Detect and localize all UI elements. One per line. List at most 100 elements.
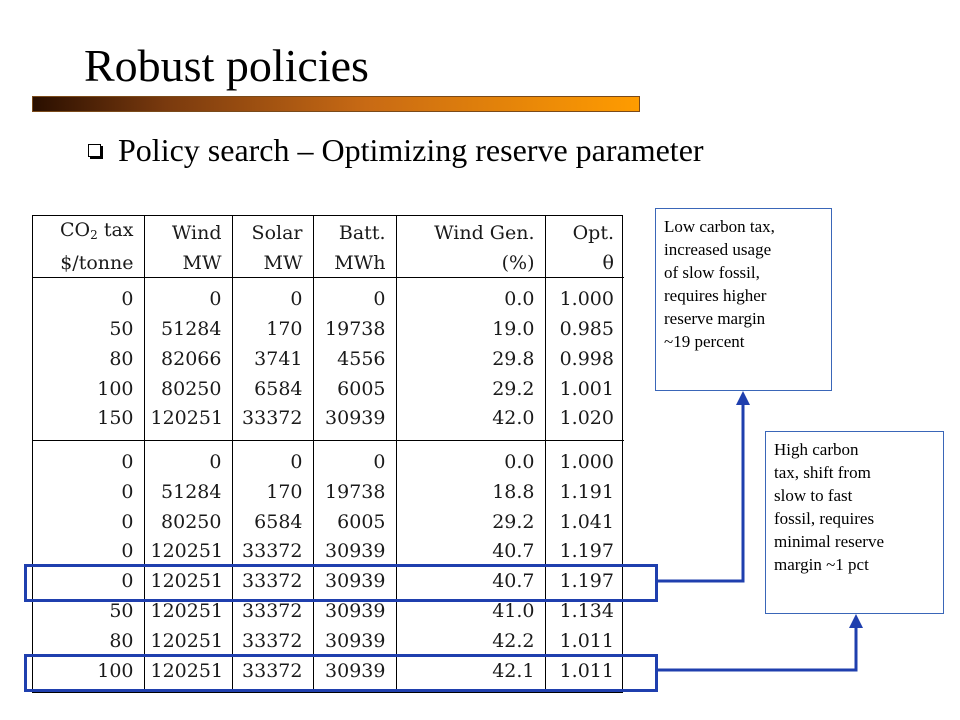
table-cell: 82066	[143, 344, 232, 374]
callout-line: fossil, requires	[774, 509, 875, 528]
header-co2-tax: CO2 tax	[60, 219, 134, 242]
callout-line: tax, shift from	[774, 463, 871, 482]
group-spacer	[33, 440, 624, 448]
callout-line: increased usage	[664, 240, 772, 259]
table-cell: 80	[109, 629, 134, 652]
table-cell: 120251	[143, 536, 232, 567]
table-cell: 30939	[312, 566, 396, 597]
table-cell: 0	[121, 451, 134, 474]
table-cell: 1.011	[544, 625, 624, 656]
table-cell: 51284	[143, 477, 232, 507]
table-cell: 40.7	[395, 566, 545, 597]
header-row-1: CO2 tax Wind Solar Batt. Wind Gen. Opt.	[33, 216, 624, 249]
header-unit-theta: θ	[544, 249, 624, 278]
table-cell: 1.000	[544, 447, 624, 477]
table-row: 50 51284 170 19738 19.0 0.985	[33, 314, 624, 344]
slide-title: Robust policies	[84, 40, 369, 91]
table-cell: 0	[121, 570, 134, 593]
arrow-head-low-icon	[736, 391, 750, 405]
highlight-box-row-tax-0	[24, 564, 658, 602]
table-cell: 1.197	[544, 566, 624, 597]
arrow-head-high-icon	[849, 614, 863, 628]
table-cell: 0.998	[544, 344, 624, 374]
table-cell: 30939	[312, 536, 396, 567]
table-cell: 170	[231, 314, 313, 344]
table-cell: 0.985	[544, 314, 624, 344]
table-cell: 30939	[312, 403, 396, 434]
table-row: 0 120251 33372 30939 40.7 1.197	[33, 566, 624, 597]
header-unit-tonne: $/tonne	[33, 249, 144, 278]
header-opt: Opt.	[544, 216, 624, 249]
table-cell: 1.191	[544, 477, 624, 507]
header-solar: Solar	[231, 216, 313, 249]
table-cell: 19738	[312, 314, 396, 344]
table-cell: 120251	[143, 403, 232, 434]
table-cell: 80250	[143, 506, 232, 537]
table-row: 0 0 0 0 0.0 1.000	[33, 284, 624, 315]
table-cell: 33372	[231, 566, 313, 597]
table-cell: 0	[312, 284, 396, 315]
callout-line: slow to fast	[774, 486, 853, 505]
header-batt: Batt.	[312, 216, 396, 249]
table-cell: 1.001	[544, 373, 624, 404]
title-underline-bar	[32, 96, 640, 112]
arrow-line-low	[658, 402, 745, 583]
table-cell: 6584	[231, 373, 313, 404]
table-cell: 0	[143, 447, 232, 477]
table-cell: 30939	[312, 655, 396, 686]
table-row: 100 80250 6584 6005 29.2 1.001	[33, 373, 624, 404]
table-cell: 80250	[143, 373, 232, 404]
callout-line: requires higher	[664, 286, 767, 305]
table-cell: 0	[121, 540, 134, 563]
callout-line: Low carbon tax,	[664, 217, 775, 236]
table-cell: 30939	[312, 625, 396, 656]
table-cell: 1.000	[544, 284, 624, 315]
table-row: 150 120251 33372 30939 42.0 1.020	[33, 403, 624, 434]
table-cell: 1.041	[544, 506, 624, 537]
header-wind-gen: Wind Gen.	[395, 216, 545, 249]
table-cell: 0.0	[395, 284, 545, 315]
table-cell: 0.0	[395, 447, 545, 477]
table-cell: 40.7	[395, 536, 545, 567]
highlight-box-row-tax-100	[24, 654, 658, 692]
table-row: 80 120251 33372 30939 42.2 1.011	[33, 625, 624, 656]
table-cell: 120251	[143, 566, 232, 597]
table-cell: 29.2	[395, 373, 545, 404]
table-body: 0 0 0 0 0.0 1.000 50 51284 170 19738 19.0 0.985 80 82…	[33, 277, 624, 692]
table-row: 0 0 0 0 0.0 1.000	[33, 447, 624, 477]
callout-low-carbon: Low carbon tax, increased usage of slow fo…	[655, 208, 832, 391]
table-cell: 42.0	[395, 403, 545, 434]
table-cell: 170	[231, 477, 313, 507]
table-cell: 0	[121, 288, 134, 311]
header-wind: Wind	[143, 216, 232, 249]
callout-line: of slow fossil,	[664, 263, 760, 282]
table-cell: 1.197	[544, 536, 624, 567]
callout-line: reserve margin	[664, 309, 766, 328]
results-table: CO2 tax Wind Solar Batt. Wind Gen. Opt. …	[32, 215, 624, 693]
table-cell: 0	[121, 510, 134, 533]
table-cell: 120251	[143, 655, 232, 686]
table-row: 0 51284 170 19738 18.8 1.191	[33, 477, 624, 507]
square-bullet-icon	[88, 144, 101, 157]
table-cell: 42.2	[395, 625, 545, 656]
group-spacer	[33, 277, 624, 285]
header-row-2: $/tonne MW MW MWh (%) θ	[33, 249, 624, 278]
table-cell: 100	[97, 659, 134, 682]
table-cell: 29.2	[395, 506, 545, 537]
table-cell: 0	[231, 284, 313, 315]
table-cell: 0	[312, 447, 396, 477]
table-cell: 33372	[231, 655, 313, 686]
table-cell: 33372	[231, 403, 313, 434]
table-cell: 19738	[312, 477, 396, 507]
table-cell: 3741	[231, 344, 313, 374]
table-cell: 0	[121, 480, 134, 503]
table-row: 100 120251 33372 30939 42.1 1.011	[33, 655, 624, 686]
table-cell: 0	[143, 284, 232, 315]
table-cell: 120251	[143, 625, 232, 656]
table-cell: 33372	[231, 536, 313, 567]
table-cell: 1.011	[544, 655, 624, 686]
header-unit-mw-wind: MW	[143, 249, 232, 278]
callout-line: minimal reserve	[774, 532, 884, 551]
table-cell: 6005	[312, 373, 396, 404]
